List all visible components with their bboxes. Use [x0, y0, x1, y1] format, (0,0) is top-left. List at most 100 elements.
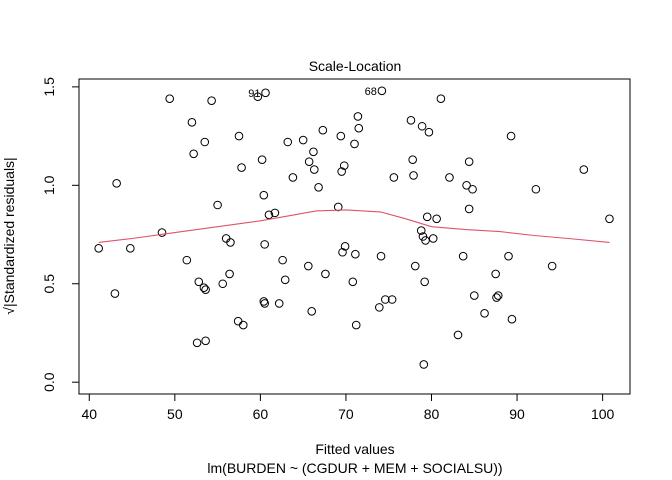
smooth-line-group — [98, 209, 610, 243]
data-point — [428, 234, 438, 243]
data-point — [579, 165, 589, 174]
data-point — [307, 307, 317, 316]
data-point — [157, 228, 167, 237]
data-point — [261, 88, 270, 98]
data-point — [531, 184, 541, 194]
data-point — [381, 295, 390, 304]
data-point — [260, 240, 269, 249]
y-tick-label: 0.0 — [41, 372, 57, 392]
data-point — [189, 149, 198, 159]
x-tick-label: 50 — [167, 406, 183, 422]
data-point — [375, 303, 384, 312]
data-point — [213, 200, 222, 210]
model-formula-subtitle: lm(BURDEN ~ (CGDUR + MEM + SOCIALSU)) — [207, 460, 502, 476]
data-point — [409, 171, 418, 180]
data-point — [469, 291, 479, 300]
x-tick-label: 40 — [81, 406, 97, 422]
data-point — [337, 167, 346, 176]
data-point — [280, 275, 290, 285]
data-point — [303, 261, 313, 271]
data-point — [257, 155, 267, 165]
data-point — [278, 255, 287, 265]
data-point — [422, 212, 432, 222]
point-label: 91 — [248, 88, 260, 100]
data-point — [201, 285, 210, 294]
x-tick-label: 90 — [509, 406, 525, 422]
data-point — [237, 163, 246, 172]
data-point — [238, 320, 248, 330]
data-point — [207, 96, 216, 105]
data-point — [424, 127, 434, 137]
data-point — [340, 242, 350, 251]
data-point — [353, 112, 363, 121]
data-point — [225, 269, 234, 279]
data-point — [493, 291, 503, 300]
x-axis: 40 50 60 70 80 90 100 — [81, 393, 615, 422]
data-point — [165, 94, 174, 103]
data-point — [112, 179, 121, 188]
data-point — [507, 314, 517, 324]
y-tick-label: 0.5 — [41, 274, 57, 294]
data-point — [464, 157, 474, 166]
data-point — [354, 123, 364, 133]
data-point — [408, 155, 417, 165]
data-point — [233, 316, 243, 326]
data-point — [314, 182, 323, 192]
data-point — [468, 184, 477, 194]
data-point — [264, 210, 274, 220]
data-point — [458, 251, 468, 261]
data-point — [547, 261, 557, 271]
x-tick-label: 100 — [591, 406, 615, 422]
x-tick-label: 60 — [253, 406, 269, 422]
data-point — [226, 238, 235, 247]
data-point — [376, 251, 386, 261]
data-point — [506, 131, 516, 141]
data-point — [283, 137, 293, 147]
chart-title: Scale-Location — [309, 58, 402, 74]
data-point — [492, 293, 501, 302]
data-point — [406, 116, 416, 125]
data-point — [420, 277, 429, 287]
data-point — [218, 279, 228, 289]
data-point — [445, 173, 454, 182]
data-point — [318, 125, 328, 135]
y-axis-label: √|Standardized residuals| — [1, 157, 17, 314]
data-point — [417, 121, 427, 131]
data-point — [126, 244, 135, 253]
data-point — [336, 131, 346, 141]
data-point — [338, 247, 347, 257]
data-point — [389, 173, 399, 182]
data-point — [192, 338, 202, 348]
point-label: 68 — [365, 86, 377, 98]
data-point — [274, 299, 284, 308]
data-point — [462, 181, 471, 190]
data-point — [199, 283, 209, 292]
x-tick-label: 70 — [338, 406, 354, 422]
data-point — [410, 261, 420, 271]
data-point — [432, 214, 441, 224]
data-point — [333, 202, 343, 212]
data-point — [260, 299, 269, 308]
data-point — [387, 295, 397, 304]
data-point — [339, 161, 349, 170]
data-point — [234, 131, 244, 141]
data-point — [298, 135, 308, 145]
data-point — [421, 236, 430, 245]
data-point — [309, 147, 318, 157]
data-point — [351, 249, 360, 259]
y-tick-label: 1.0 — [41, 175, 57, 195]
data-point — [259, 190, 269, 200]
data-point — [504, 251, 513, 261]
data-point — [194, 277, 204, 287]
data-point — [419, 360, 429, 369]
data-point — [480, 308, 489, 318]
data-point — [304, 157, 314, 166]
data-point — [110, 289, 120, 298]
data-point — [377, 86, 387, 96]
data-point — [321, 269, 330, 279]
y-tick-label: 1.5 — [41, 77, 57, 97]
data-point — [351, 320, 361, 330]
data-point — [288, 173, 298, 182]
data-point — [605, 214, 614, 224]
